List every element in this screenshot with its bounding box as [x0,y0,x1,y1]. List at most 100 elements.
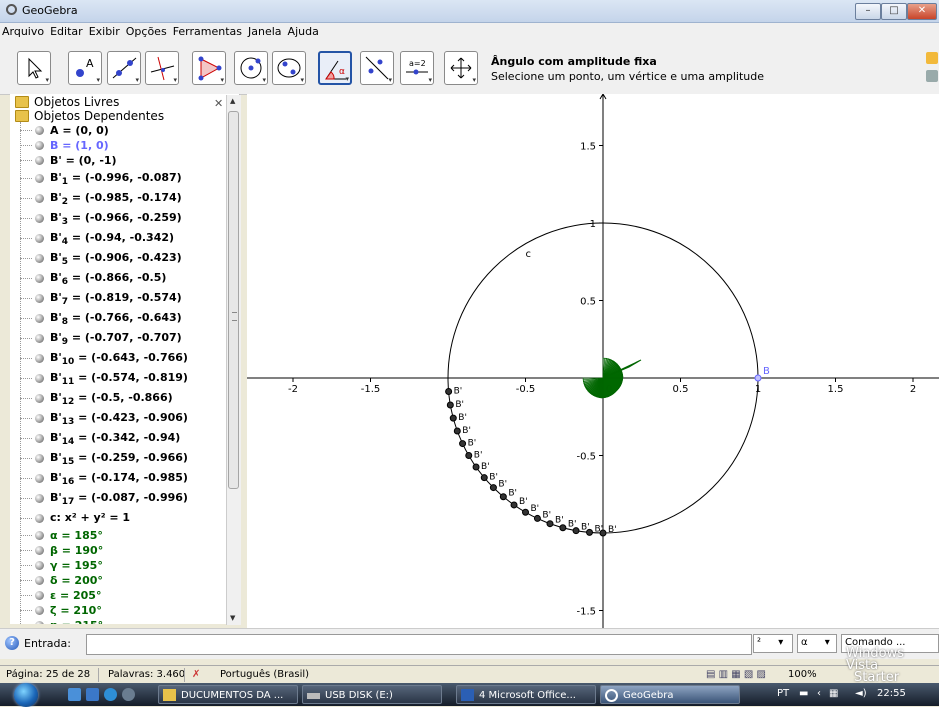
visibility-toggle-icon[interactable] [35,314,44,323]
algebra-item[interactable]: B'6 = (-0.866, -0.5) [14,268,188,288]
visibility-toggle-icon[interactable] [35,334,44,343]
visibility-toggle-icon[interactable] [35,394,44,403]
algebra-item[interactable]: B'1 = (-0.996, -0.087) [14,168,188,188]
menu-ajuda[interactable]: Ajuda [287,25,319,38]
internet-explorer-icon[interactable] [104,688,117,701]
close-algebra-icon[interactable]: ✕ [214,97,224,110]
algebra-item[interactable]: ζ = 210° [14,603,188,618]
algebra-item[interactable]: γ = 195° [14,558,188,573]
algebra-item[interactable]: α = 185° [14,528,188,543]
visibility-toggle-icon[interactable] [35,174,44,183]
visibility-toggle-icon[interactable] [35,141,44,150]
visibility-toggle-icon[interactable] [35,531,44,540]
undo-icon[interactable] [926,52,938,64]
taskbar-office-button[interactable]: 4 Microsoft Office... [456,685,596,704]
visibility-toggle-icon[interactable] [35,591,44,600]
folder-dependent-objects[interactable]: Objetos Dependentes [14,109,188,123]
visibility-toggle-icon[interactable] [35,546,44,555]
scroll-down-icon[interactable]: ▼ [230,614,236,622]
visibility-toggle-icon[interactable] [35,126,44,135]
visibility-toggle-icon[interactable] [35,156,44,165]
visibility-toggle-icon[interactable] [35,254,44,263]
show-desktop-icon[interactable] [68,688,81,701]
visibility-toggle-icon[interactable] [35,434,44,443]
menu-opcoes[interactable]: Opções [125,25,167,38]
network-icon[interactable]: ▦ [829,688,839,699]
tool-point[interactable]: A ▾ [68,51,102,85]
visibility-toggle-icon[interactable] [35,374,44,383]
visibility-toggle-icon[interactable] [35,606,44,615]
menu-exibir[interactable]: Exibir [88,25,120,38]
help-icon[interactable]: ? [5,636,19,650]
menu-editar[interactable]: Editar [50,25,83,38]
graphics-canvas[interactable]: -2 -1.5 -0.5 0 0.5 1 1.5 21.510.5-0.5-1.5cB'B'B… [247,94,939,628]
maximize-button[interactable]: □ [881,3,907,20]
visibility-toggle-icon[interactable] [35,274,44,283]
visibility-toggle-icon[interactable] [35,354,44,363]
tool-angle-fixed[interactable]: α ▾ [318,51,352,85]
algebra-item[interactable]: η = 215° [14,618,188,624]
menu-ferramentas[interactable]: Ferramentas [172,25,243,38]
algebra-item[interactable]: ε = 205° [14,588,188,603]
algebra-item[interactable]: B'7 = (-0.819, -0.574) [14,288,188,308]
greek-dropdown[interactable]: α ▾ [797,634,837,653]
proofing-icon[interactable]: ✗ [192,669,201,680]
visibility-toggle-icon[interactable] [35,494,44,503]
visibility-toggle-icon[interactable] [35,194,44,203]
tool-slider[interactable]: a=2 ▾ [400,51,434,85]
tray-language[interactable]: PT [777,688,790,699]
algebra-item[interactable]: B'3 = (-0.966, -0.259) [14,208,188,228]
algebra-item[interactable]: B'13 = (-0.423, -0.906) [14,408,188,428]
visibility-toggle-icon[interactable] [35,414,44,423]
algebra-item[interactable]: B'17 = (-0.087, -0.996) [14,488,188,508]
menu-arquivo[interactable]: Arquivo [2,25,45,38]
media-player-icon[interactable] [122,688,135,701]
menu-janela[interactable]: Janela [248,25,282,38]
algebra-item[interactable]: δ = 200° [14,573,188,588]
graphics-view[interactable]: -2 -1.5 -0.5 0 0.5 1 1.5 2 1.5 1 0.5 -0.5 -1.5 c B' B' B… [247,94,939,628]
folder-free-objects[interactable]: Objetos Livres [14,95,188,109]
close-button[interactable]: ✕ [907,3,937,20]
visibility-toggle-icon[interactable] [35,234,44,243]
switch-windows-icon[interactable] [86,688,99,701]
visibility-toggle-icon[interactable] [35,514,44,523]
algebra-item[interactable]: B'2 = (-0.985, -0.174) [14,188,188,208]
visibility-toggle-icon[interactable] [35,561,44,570]
superscript-dropdown[interactable]: ² ▾ [753,634,793,653]
algebra-item[interactable]: β = 190° [14,543,188,558]
redo-icon[interactable] [926,70,938,82]
visibility-toggle-icon[interactable] [35,214,44,223]
algebra-item[interactable]: B = (1, 0) [14,138,188,153]
taskbar-geogebra-button[interactable]: GeoGebra [600,685,740,704]
minimize-button[interactable]: – [855,3,881,20]
tool-polygon[interactable]: ▾ [192,51,226,85]
visibility-toggle-icon[interactable] [35,294,44,303]
algebra-item[interactable]: B'14 = (-0.342, -0.94) [14,428,188,448]
tool-conic[interactable]: ▾ [272,51,306,85]
tool-line[interactable]: ▾ [107,51,141,85]
scroll-thumb[interactable] [228,111,239,489]
keyboard-icon[interactable]: ▬ [799,688,809,699]
visibility-toggle-icon[interactable] [35,454,44,463]
taskbar-usb-button[interactable]: USB DISK (E:) [302,685,442,704]
volume-icon[interactable]: ◄) [855,688,867,699]
scroll-up-icon[interactable]: ▲ [230,97,236,105]
algebra-item[interactable]: c: x² + y² = 1 [14,508,188,528]
tool-move-view[interactable]: ▾ [444,51,478,85]
visibility-toggle-icon[interactable] [35,621,44,624]
algebra-item[interactable]: B'12 = (-0.5, -0.866) [14,388,188,408]
algebra-item[interactable]: B'10 = (-0.643, -0.766) [14,348,188,368]
visibility-toggle-icon[interactable] [35,576,44,585]
algebra-item[interactable]: B' = (0, -1) [14,153,188,168]
algebra-item[interactable]: B'15 = (-0.259, -0.966) [14,448,188,468]
tool-move[interactable]: ▾ [17,51,51,85]
algebra-item[interactable]: B'16 = (-0.174, -0.985) [14,468,188,488]
algebra-item[interactable]: A = (0, 0) [14,123,188,138]
language[interactable]: Português (Brasil) [220,669,310,680]
tool-perpendicular[interactable]: ▾ [145,51,179,85]
algebra-item[interactable]: B'11 = (-0.574, -0.819) [14,368,188,388]
input-field[interactable] [86,634,752,655]
visibility-toggle-icon[interactable] [35,474,44,483]
command-dropdown[interactable]: Comando ... [841,634,939,653]
taskbar-folder-button[interactable]: DUCUMENTOS DA ... [158,685,298,704]
